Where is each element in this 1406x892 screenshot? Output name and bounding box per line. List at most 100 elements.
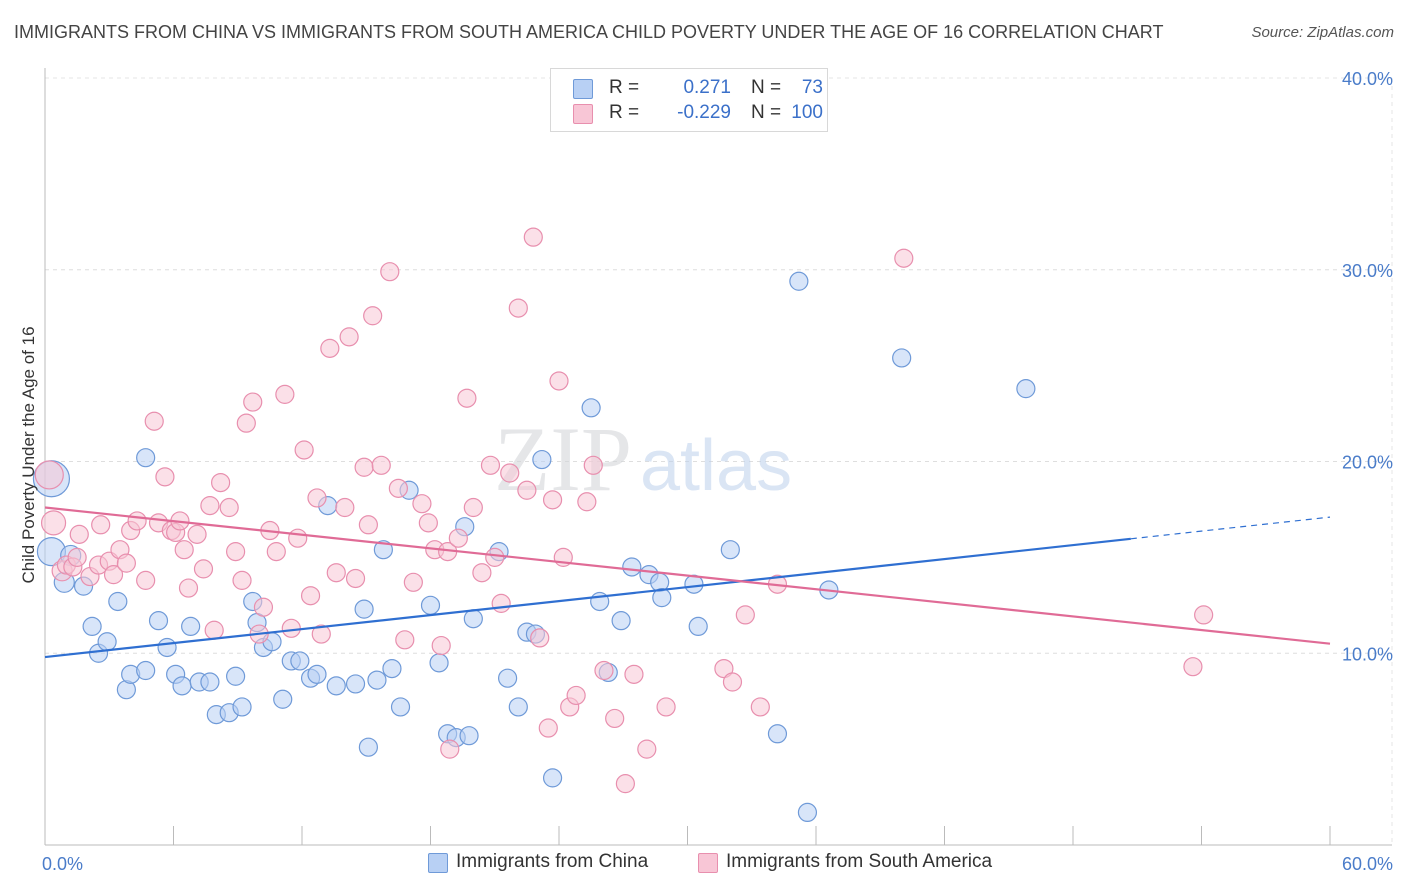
south-america-point: [275, 384, 295, 404]
south-america-point: [127, 511, 147, 531]
south-america-point: [307, 488, 327, 508]
china-point: [688, 616, 708, 637]
y-tick-label: 20.0%: [1342, 453, 1393, 473]
trend-layer: [44, 506, 1331, 659]
south-america-point: [714, 658, 734, 679]
china-point: [148, 611, 169, 631]
china-point: [1016, 379, 1036, 399]
south-america-point: [91, 515, 111, 535]
south-america-point: [750, 697, 770, 717]
south-america-point: [363, 306, 383, 326]
china-point: [720, 540, 740, 560]
china-point: [136, 448, 156, 468]
legend-n-value: 73: [801, 77, 823, 98]
south-america-point: [431, 635, 451, 656]
legend-label-south-america: Immigrants from South America: [726, 851, 993, 872]
south-america-point: [354, 457, 374, 477]
south-america-point: [358, 515, 378, 535]
south-america-point: [566, 685, 586, 706]
south-america-point: [485, 547, 505, 567]
south-america-point: [549, 371, 569, 391]
south-america-point: [144, 411, 164, 431]
south-america-point: [226, 542, 246, 562]
south-america-point: [40, 510, 67, 536]
south-america-point: [395, 630, 415, 650]
south-america-point: [500, 463, 520, 483]
south-america-point: [136, 570, 156, 590]
south-america-point: [1183, 657, 1203, 677]
x-tick-label: 0.0%: [42, 854, 83, 874]
south-america-point: [300, 586, 321, 606]
legend-label-china: Immigrants from China: [456, 851, 649, 872]
china-point: [136, 660, 156, 681]
south-america-point: [656, 697, 676, 717]
south-america-point: [69, 524, 89, 544]
south-america-point: [116, 553, 136, 573]
south-america-point: [253, 597, 274, 617]
south-america-point: [236, 413, 256, 433]
south-america-point: [894, 248, 914, 268]
stats-legend: R = 0.271 N = 73 R = -0.229 N = 100: [550, 68, 828, 132]
series-legend: Immigrants from China Immigrants from So…: [0, 851, 1406, 879]
south-america-point: [339, 327, 359, 347]
south-america-point: [174, 540, 194, 560]
china-point: [172, 676, 192, 696]
south-america-point: [412, 494, 432, 514]
china-point: [382, 658, 402, 679]
china-point: [358, 737, 378, 757]
south-america-point: [34, 460, 64, 490]
legend-r-value: 0.271: [683, 77, 731, 98]
source-credit: Source: ZipAtlas.com: [1251, 24, 1394, 41]
china-swatch-icon: [573, 79, 593, 99]
south-america-point: [288, 528, 308, 548]
south-america-point: [187, 524, 207, 544]
china-point: [226, 666, 246, 686]
south-america-point: [403, 572, 423, 592]
china-trend-extension: [1130, 516, 1331, 540]
legend-r-label: R =: [609, 77, 640, 98]
south-america-point: [320, 338, 340, 358]
south-america-point: [204, 620, 224, 640]
south-america-point: [637, 739, 657, 759]
china-point: [892, 348, 912, 368]
south-america-point: [243, 392, 263, 412]
south-america-point: [491, 593, 511, 613]
china-point: [307, 664, 327, 684]
south-america-point: [448, 528, 468, 548]
south-america-point: [440, 739, 460, 759]
china-point: [290, 651, 310, 671]
y-tick-label: 10.0%: [1342, 644, 1393, 664]
south-america-point: [345, 568, 366, 589]
legend-n-label: N =: [751, 77, 782, 98]
china-point: [97, 632, 117, 652]
south-america-point: [193, 559, 214, 579]
south-america-point: [200, 496, 220, 516]
south-america-point: [380, 262, 400, 282]
south-america-swatch-icon: [573, 104, 593, 124]
south-america-point: [615, 774, 635, 794]
south-america-point: [388, 478, 408, 498]
south-america-swatch-icon: [698, 853, 718, 873]
china-point: [390, 697, 411, 717]
south-america-point: [542, 490, 563, 510]
china-point: [611, 611, 631, 631]
legend-r-label: R =: [609, 102, 640, 123]
south-america-point: [103, 565, 124, 585]
south-america-point: [178, 578, 199, 598]
watermark-atlas: atlas: [640, 426, 792, 506]
china-point: [232, 697, 252, 717]
south-america-point: [335, 497, 355, 518]
south-america-point: [480, 455, 501, 475]
south-america-point: [1194, 605, 1214, 625]
watermark-zip: ZIP: [494, 408, 632, 510]
south-america-point: [463, 497, 483, 518]
south-america-point: [538, 718, 558, 738]
south-america-point: [281, 618, 301, 638]
legend-n-value: 100: [791, 102, 823, 123]
china-point: [200, 672, 220, 692]
south-america-point: [523, 227, 543, 247]
china-point: [373, 540, 393, 560]
south-america-point: [294, 440, 314, 460]
axis-layer: 10.0% 20.0% 30.0% 40.0% 0.0% 60.0%: [42, 68, 1393, 874]
legend-n-label: N =: [751, 102, 782, 123]
